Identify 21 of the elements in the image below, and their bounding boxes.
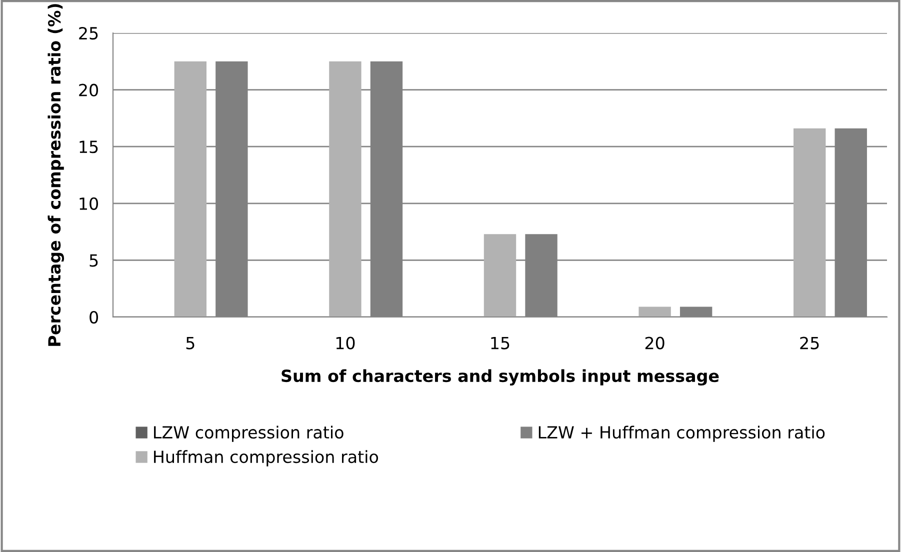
x-tick-label: 10: [336, 336, 355, 350]
x-tick-label: 20: [645, 336, 664, 350]
y-tick-label: 25: [79, 26, 98, 40]
bar: [794, 128, 826, 317]
bar: [329, 61, 362, 317]
y-tick-label: 5: [90, 254, 98, 267]
y-axis-title: Percentage of compression ratio (%): [48, 4, 64, 346]
bar: [174, 61, 206, 317]
x-axis-title: Sum of characters and symbols input message: [282, 369, 719, 386]
x-tick-label: 25: [800, 336, 819, 350]
legend-label: LZW compression ratio: [154, 426, 344, 442]
y-tick-label: 0: [90, 310, 98, 324]
legend-label: LZW + Huffman compression ratio: [538, 426, 825, 442]
x-tick-label: 15: [491, 336, 510, 350]
y-tick-label: 10: [80, 197, 98, 210]
legend-label: Huffman compression ratio: [154, 450, 378, 466]
y-tick-label: 20: [79, 84, 98, 96]
y-tick-label: 15: [80, 140, 98, 154]
bar: [638, 306, 671, 317]
bar: [484, 234, 516, 317]
x-tick-label: 5: [186, 336, 194, 350]
